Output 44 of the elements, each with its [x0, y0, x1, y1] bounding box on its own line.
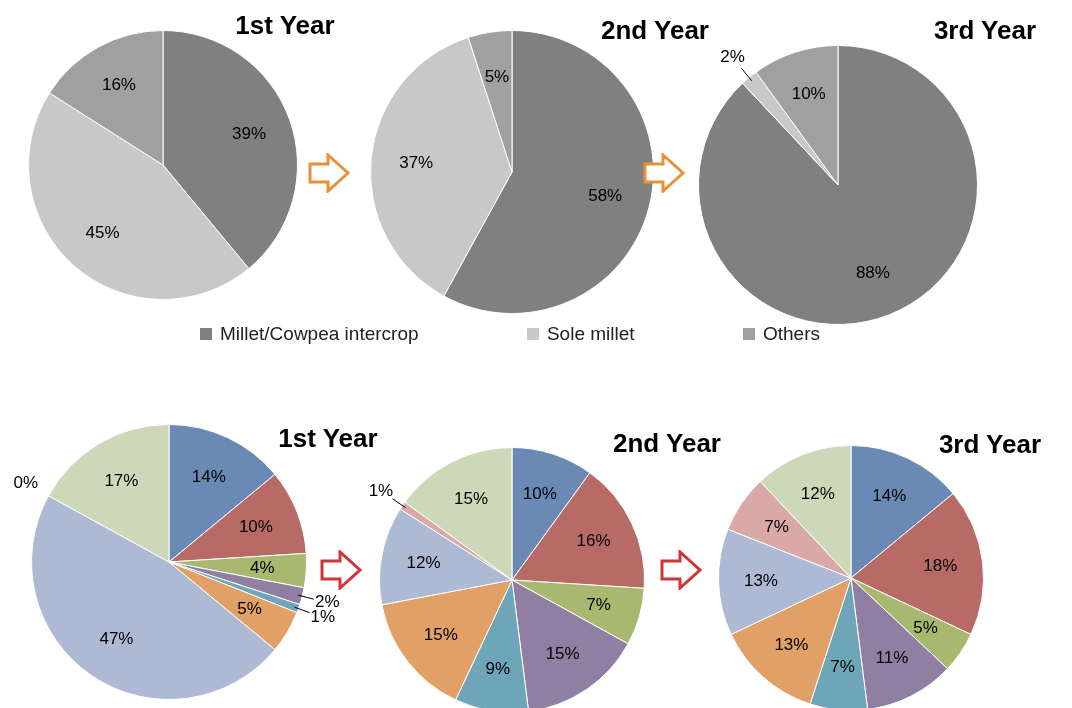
data-label: 16% [101, 74, 136, 94]
data-label: 17% [104, 471, 139, 491]
data-label: 10% [522, 484, 557, 503]
data-label: 47% [99, 629, 134, 649]
data-label: 88% [855, 262, 890, 282]
chart-title: 2nd Year [612, 428, 722, 459]
data-label: 18% [923, 556, 958, 576]
data-label: 37% [399, 152, 434, 172]
data-label: 2% [720, 47, 745, 67]
data-label: 11% [875, 647, 909, 667]
legend-label: Others [762, 323, 820, 345]
data-label: 5% [484, 66, 510, 86]
chart-title: 1st Year [234, 10, 336, 41]
data-label: 13% [774, 635, 809, 655]
data-label: 16% [576, 531, 611, 551]
data-label: 7% [830, 657, 855, 677]
chart-title: 2nd Year [600, 15, 710, 46]
data-label: 7% [586, 594, 611, 614]
chart-title: 3rd Year [932, 15, 1038, 46]
data-label: 5% [237, 599, 262, 619]
data-label: 4% [250, 557, 275, 577]
data-label: 15% [545, 644, 580, 664]
data-label: 10% [791, 84, 826, 104]
data-label: 15% [423, 624, 458, 644]
data-label: 1% [310, 607, 336, 627]
data-label: 9% [485, 658, 511, 678]
data-label: 14% [191, 467, 226, 487]
chart-title: 1st Year [277, 423, 379, 454]
legend-label: Sole millet [546, 323, 635, 345]
data-label: 39% [232, 123, 267, 143]
legend-label: Millet/Cowpea intercrop [220, 323, 419, 345]
data-label: 5% [913, 618, 938, 638]
data-label: 45% [85, 223, 120, 243]
data-label: 13% [743, 570, 778, 590]
chart-title: 3rd Year [937, 429, 1043, 460]
data-label: 58% [588, 185, 623, 205]
data-label: 1% [368, 480, 394, 500]
text: 0% [13, 472, 39, 492]
data-label: 15% [454, 489, 489, 509]
data-label: 12% [800, 483, 835, 503]
data-label: 7% [764, 517, 789, 537]
data-label: 12% [406, 552, 441, 572]
data-label: 14% [872, 486, 907, 506]
data-label: 10% [238, 517, 273, 537]
